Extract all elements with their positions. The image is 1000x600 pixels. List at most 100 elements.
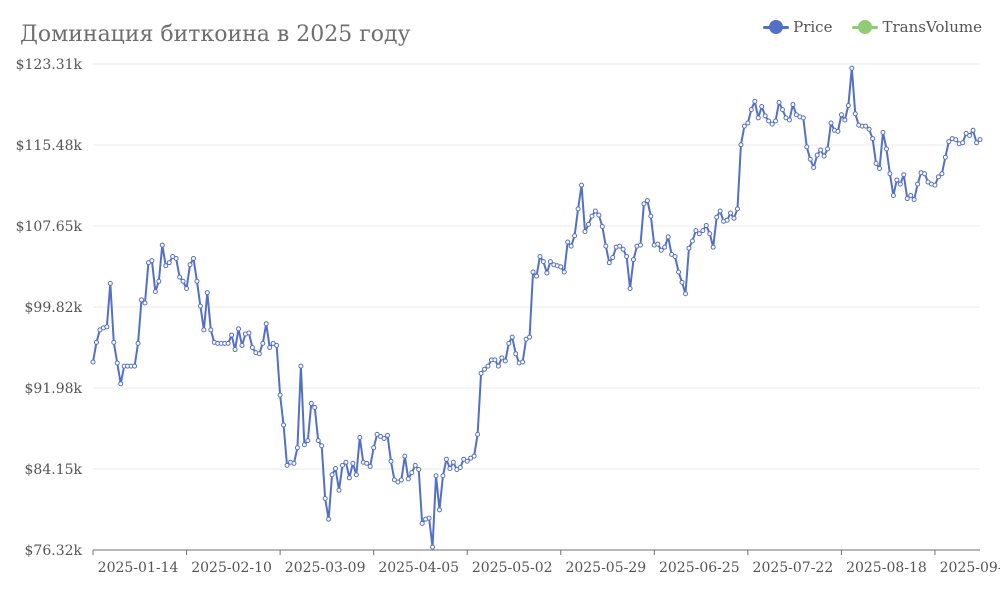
price-data-point <box>135 340 141 346</box>
legend-label-price: Price <box>793 18 833 36</box>
price-data-point <box>482 366 488 372</box>
price-data-point <box>662 244 668 250</box>
price-data-point <box>270 340 276 346</box>
price-data-point <box>977 137 983 143</box>
y-tick-label: $76.32k <box>25 543 83 559</box>
x-tick-label: 2025-02-10 <box>191 560 272 576</box>
price-data-point <box>942 154 948 160</box>
price-data-point <box>492 357 498 363</box>
price-data-point <box>312 404 318 410</box>
price-data-point <box>454 467 460 473</box>
price-data-point <box>197 303 203 309</box>
price-data-point <box>641 201 647 207</box>
price-data-point <box>93 339 99 345</box>
y-tick-label: $107.65k <box>16 219 83 235</box>
price-data-point <box>246 330 252 336</box>
price-data-point <box>561 269 567 275</box>
price-data-point <box>863 123 869 129</box>
price-data-point <box>367 463 373 469</box>
price-data-point <box>447 466 453 471</box>
price-data-point <box>665 234 671 240</box>
price-data-point <box>828 120 834 126</box>
price-data-point <box>350 460 356 466</box>
x-tick-label: 2025-08-18 <box>846 560 927 576</box>
price-data-point <box>520 359 526 365</box>
price-data-point <box>620 246 626 252</box>
price-data-point <box>717 208 723 214</box>
price-data-point <box>845 102 851 108</box>
price-data-point <box>547 259 553 265</box>
x-tick-label: 2025-07-22 <box>753 560 834 576</box>
price-data-point <box>284 462 290 468</box>
legend-item-transvolume[interactable]: TransVolume <box>852 18 982 36</box>
legend-swatch-transvolume <box>852 20 879 34</box>
price-data-point <box>568 243 574 249</box>
price-data-point <box>381 436 387 442</box>
legend-item-price[interactable]: Price <box>763 18 832 36</box>
price-data-point <box>911 197 917 203</box>
price-data-point <box>883 146 889 152</box>
y-tick-label: $91.98k <box>25 381 83 397</box>
price-data-point <box>776 99 782 105</box>
price-data-point <box>755 115 761 121</box>
price-data-point <box>374 431 380 437</box>
price-data-point <box>631 257 637 263</box>
price-data-point <box>644 198 650 204</box>
price-data-point <box>780 107 785 113</box>
price-data-point <box>707 231 713 237</box>
x-tick-label: 2025-03-09 <box>285 560 366 576</box>
x-tick-label: 2025-01-14 <box>98 560 179 576</box>
price-data-point <box>430 544 436 550</box>
price-data-point <box>773 118 779 124</box>
price-data-point <box>343 459 349 465</box>
price-data-point <box>603 243 609 249</box>
price-data-point <box>298 363 304 369</box>
price-data-point <box>236 326 242 332</box>
price-data-point <box>821 153 827 159</box>
price-data-point <box>402 453 408 459</box>
price-data-point <box>849 65 855 71</box>
price-data-point <box>502 358 508 364</box>
price-data-point <box>974 140 980 146</box>
price-data-point <box>184 286 190 292</box>
price-data-point <box>204 290 210 296</box>
price-data-point <box>513 351 519 357</box>
price-data-point <box>229 332 235 338</box>
price-data-point <box>825 146 831 152</box>
price-data-point <box>391 477 397 483</box>
price-data-point <box>679 279 685 285</box>
price-data-point <box>686 245 692 251</box>
price-data-point <box>904 196 910 202</box>
price-data-point <box>450 459 456 465</box>
price-data-point <box>648 213 654 219</box>
price-data-point <box>170 253 176 259</box>
price-data-point <box>624 253 630 259</box>
price-data-point <box>537 253 543 259</box>
price-data-point <box>114 360 120 366</box>
price-data-point <box>738 142 744 148</box>
price-data-point <box>748 107 754 113</box>
price-data-point <box>180 278 186 284</box>
price-data-point <box>766 118 772 124</box>
price-data-point <box>527 334 533 340</box>
price-data-point <box>693 228 699 234</box>
price-data-point <box>187 262 193 268</box>
price-data-point <box>890 192 896 198</box>
price-data-point <box>336 487 342 493</box>
price-data-point <box>139 297 145 303</box>
price-data-point <box>866 126 872 132</box>
price-data-point <box>939 171 945 177</box>
price-data-point <box>177 274 183 280</box>
price-data-point <box>457 464 463 470</box>
price-data-point <box>353 472 359 478</box>
chart-legend: Price TransVolume <box>763 18 982 36</box>
price-data-point <box>734 206 740 212</box>
price-data-point <box>786 117 792 123</box>
price-data-point <box>599 223 605 229</box>
price-data-point <box>731 215 737 221</box>
price-data-point <box>416 467 422 473</box>
price-data-point <box>107 280 113 286</box>
price-data-point <box>759 104 765 110</box>
price-data-point <box>811 165 817 171</box>
price-data-point <box>579 182 585 188</box>
